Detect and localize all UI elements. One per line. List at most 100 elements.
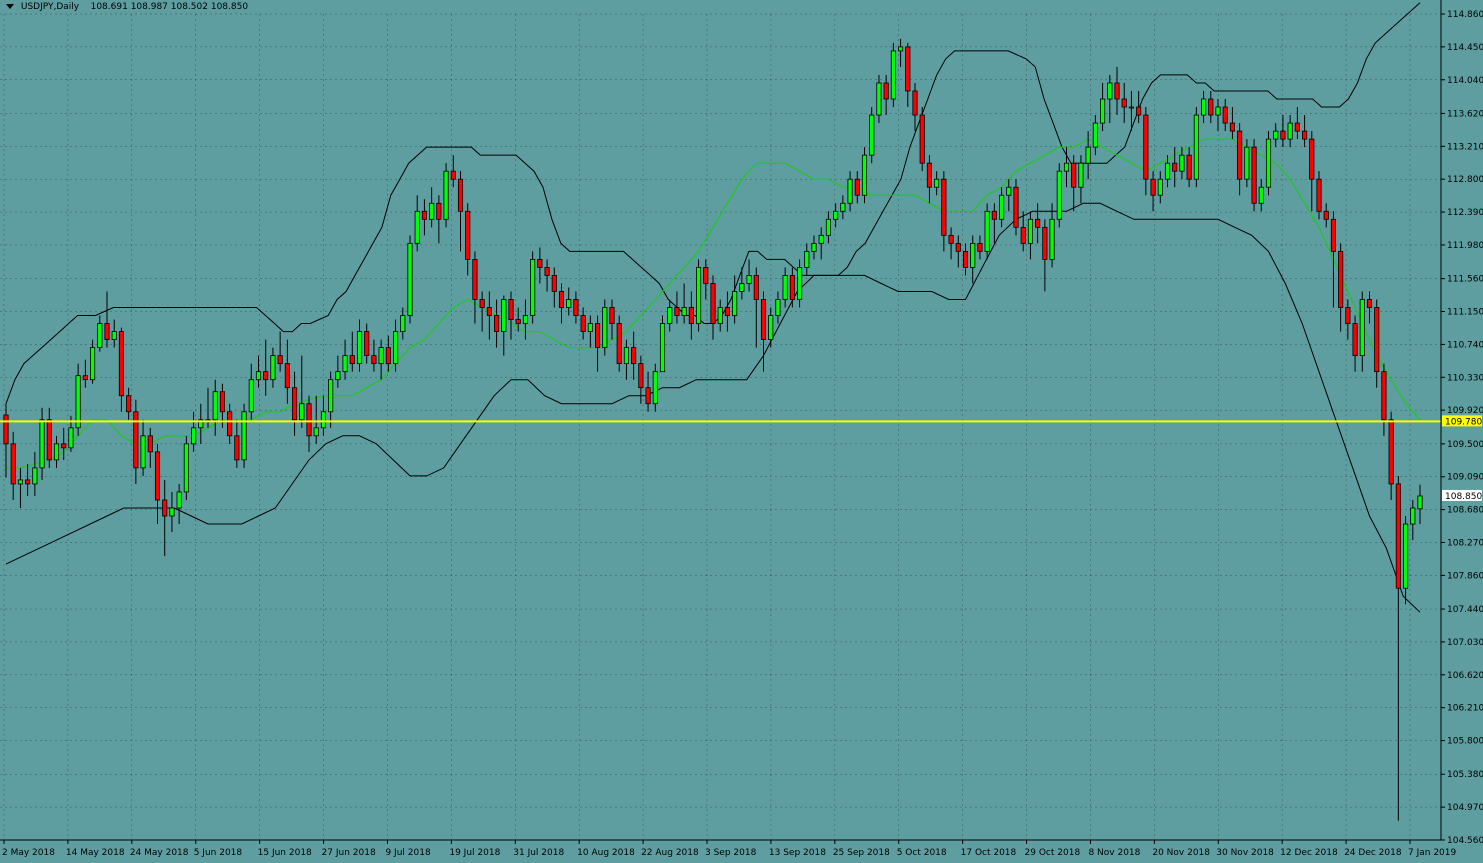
bull-candle bbox=[198, 419, 204, 429]
bear-candle bbox=[789, 275, 795, 300]
bear-candle bbox=[1302, 130, 1308, 140]
x-tick-label: 14 May 2018 bbox=[66, 848, 125, 858]
y-tick-label: 111.560 bbox=[1447, 275, 1483, 285]
bull-candle bbox=[299, 403, 305, 421]
bear-candle bbox=[46, 419, 52, 461]
bear-candle bbox=[133, 411, 139, 469]
y-tick-label: 104.560 bbox=[1447, 836, 1483, 846]
bear-candle bbox=[1013, 186, 1019, 228]
y-tick-label: 105.380 bbox=[1447, 770, 1483, 780]
x-tick-label: 5 Oct 2018 bbox=[897, 848, 947, 858]
x-tick-label: 29 Oct 2018 bbox=[1025, 848, 1081, 858]
x-tick-label: 15 Jun 2018 bbox=[258, 848, 312, 858]
bull-candle bbox=[768, 315, 774, 340]
bull-candle bbox=[443, 170, 449, 220]
bear-candle bbox=[854, 178, 860, 196]
grid-layer bbox=[0, 13, 1441, 841]
bull-candle bbox=[1417, 495, 1423, 510]
y-tick-label: 109.090 bbox=[1447, 473, 1483, 483]
bull-candle bbox=[39, 419, 45, 469]
bull-candle bbox=[739, 283, 745, 292]
bear-candle bbox=[1035, 218, 1041, 228]
bear-candle bbox=[371, 355, 377, 365]
bear-candle bbox=[638, 363, 644, 389]
bull-candle bbox=[1265, 138, 1272, 188]
bear-candle bbox=[645, 387, 651, 405]
dropdown-triangle-icon[interactable] bbox=[6, 4, 14, 9]
bear-candle bbox=[1316, 178, 1322, 212]
bull-candle bbox=[68, 427, 74, 449]
bull-candle bbox=[876, 82, 882, 116]
bear-candle bbox=[941, 178, 947, 236]
y-tick-label: 113.620 bbox=[1447, 109, 1483, 119]
bear-candle bbox=[926, 162, 932, 188]
bull-candle bbox=[1157, 178, 1163, 196]
bull-candle bbox=[17, 479, 23, 485]
bull-candle bbox=[1403, 523, 1409, 589]
bull-candle bbox=[313, 427, 319, 437]
bear-candle bbox=[147, 435, 153, 453]
x-tick-label: 2 May 2018 bbox=[2, 848, 55, 858]
x-tick-label: 17 Oct 2018 bbox=[961, 848, 1017, 858]
bear-candle bbox=[1237, 130, 1243, 180]
bull-candle bbox=[1215, 106, 1221, 116]
bear-candle bbox=[580, 315, 586, 332]
bear-candle bbox=[277, 355, 283, 365]
bull-candle bbox=[378, 347, 384, 365]
bull-candle bbox=[833, 210, 839, 220]
bear-candle bbox=[227, 411, 233, 437]
bull-candle bbox=[732, 291, 738, 316]
price-axis: 114.860 114.450 114.040 113.620 113.210 112.8… bbox=[1440, 0, 1483, 846]
bull-candle bbox=[1258, 186, 1264, 204]
bear-candle bbox=[364, 331, 370, 357]
bull-candle bbox=[1193, 114, 1199, 180]
bear-candle bbox=[306, 403, 312, 437]
bear-candle bbox=[234, 435, 240, 461]
bull-candle bbox=[400, 315, 406, 332]
bear-candle bbox=[1330, 218, 1336, 252]
y-tick-label: 114.860 bbox=[1447, 10, 1483, 20]
bear-candle bbox=[436, 202, 442, 220]
bear-candle bbox=[544, 267, 550, 276]
y-tick-label: 110.740 bbox=[1447, 340, 1483, 350]
bull-candle bbox=[270, 355, 276, 381]
bull-candle bbox=[840, 202, 846, 212]
bear-candle bbox=[1222, 106, 1228, 124]
horizontal-line: 109.780 108.850 bbox=[0, 415, 1482, 502]
x-tick-label: 10 Aug 2018 bbox=[577, 848, 635, 858]
bear-candle bbox=[3, 414, 9, 445]
y-tick-label: 114.450 bbox=[1447, 43, 1483, 53]
x-tick-label: 25 Sep 2018 bbox=[833, 848, 890, 858]
x-tick-label: 31 Jul 2018 bbox=[513, 848, 564, 858]
bear-candle bbox=[1042, 226, 1048, 260]
y-tick-label: 114.040 bbox=[1447, 76, 1483, 86]
bull-candle bbox=[501, 299, 507, 332]
bull-candle bbox=[1085, 146, 1091, 164]
bull-candle bbox=[696, 267, 702, 324]
bull-candle bbox=[847, 178, 853, 204]
bull-candle bbox=[169, 507, 175, 517]
bear-candle bbox=[905, 46, 911, 92]
bull-candle bbox=[652, 371, 658, 405]
bear-candle bbox=[674, 307, 680, 316]
bull-candle bbox=[414, 210, 420, 244]
bull-candle bbox=[140, 435, 146, 469]
bear-candle bbox=[494, 315, 500, 332]
bull-candle bbox=[1027, 218, 1033, 244]
time-axis: 2 May 2018 14 May 2018 24 May 2018 5 Jun 20… bbox=[0, 839, 1456, 858]
bull-candle bbox=[97, 323, 103, 349]
y-tick-label: 110.330 bbox=[1447, 373, 1483, 383]
bull-candle bbox=[183, 443, 189, 493]
y-tick-label: 113.210 bbox=[1447, 142, 1483, 152]
x-tick-label: 5 Jun 2018 bbox=[194, 848, 243, 858]
bear-candle bbox=[1251, 146, 1257, 204]
bull-candle bbox=[522, 315, 528, 324]
y-tick-label: 111.150 bbox=[1447, 308, 1483, 318]
bull-candle bbox=[861, 154, 868, 196]
bull-candle bbox=[1078, 162, 1084, 188]
bear-candle bbox=[760, 299, 767, 340]
bear-candle bbox=[955, 242, 961, 252]
x-tick-label: 7 Jan 2019 bbox=[1408, 848, 1456, 858]
